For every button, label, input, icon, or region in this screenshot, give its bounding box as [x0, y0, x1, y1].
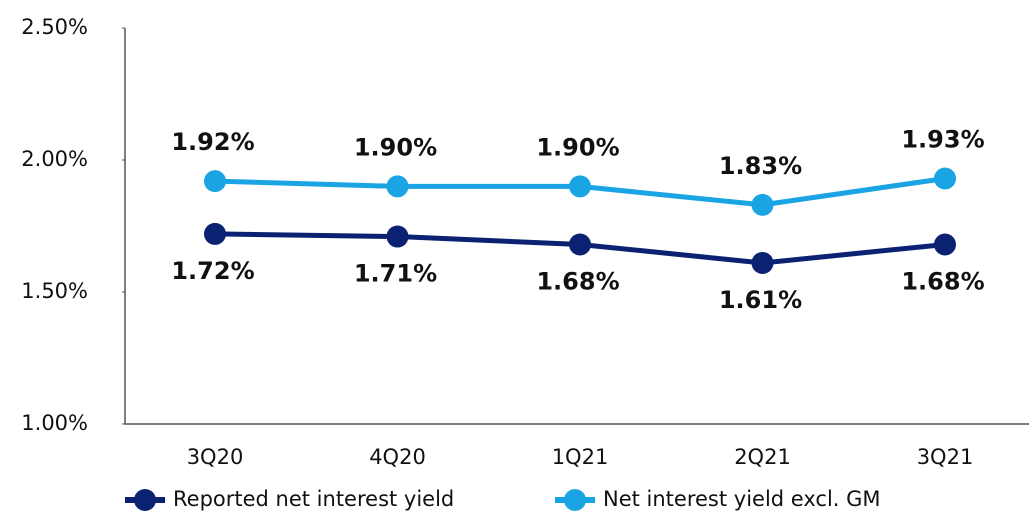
x-tick-label: 3Q21 — [917, 445, 974, 469]
y-tick-label: 1.00% — [21, 411, 88, 435]
x-tick-label: 3Q20 — [187, 445, 244, 469]
point — [386, 175, 409, 198]
point — [204, 222, 226, 245]
value-label: 1.68% — [536, 267, 619, 295]
value-label: 1.71% — [354, 260, 437, 288]
value-label: 1.61% — [719, 286, 802, 314]
x-tick-label: 2Q21 — [734, 445, 791, 469]
point — [751, 193, 774, 216]
value-label: 1.92% — [171, 128, 254, 156]
value-label: 1.90% — [354, 133, 437, 161]
point — [934, 167, 956, 190]
point — [751, 251, 774, 274]
y-tick-label: 2.50% — [21, 15, 88, 39]
value-label: 1.93% — [901, 125, 984, 153]
point — [386, 225, 409, 248]
legend-label: Reported net interest yield — [173, 487, 454, 511]
legend-marker — [564, 489, 586, 511]
point — [204, 170, 226, 193]
x-tick-label: 1Q21 — [552, 445, 609, 469]
legend-marker — [134, 489, 156, 511]
value-label: 1.83% — [719, 152, 802, 180]
value-label: 1.72% — [171, 257, 254, 285]
value-label: 1.68% — [901, 267, 984, 295]
x-tick-label: 4Q20 — [369, 445, 426, 469]
y-tick-label: 2.00% — [21, 147, 88, 171]
value-label: 1.90% — [536, 133, 619, 161]
point — [569, 233, 591, 256]
legend-label: Net interest yield excl. GM — [603, 487, 881, 511]
y-tick-label: 1.50% — [21, 279, 88, 303]
point — [569, 175, 591, 198]
point — [934, 233, 956, 256]
